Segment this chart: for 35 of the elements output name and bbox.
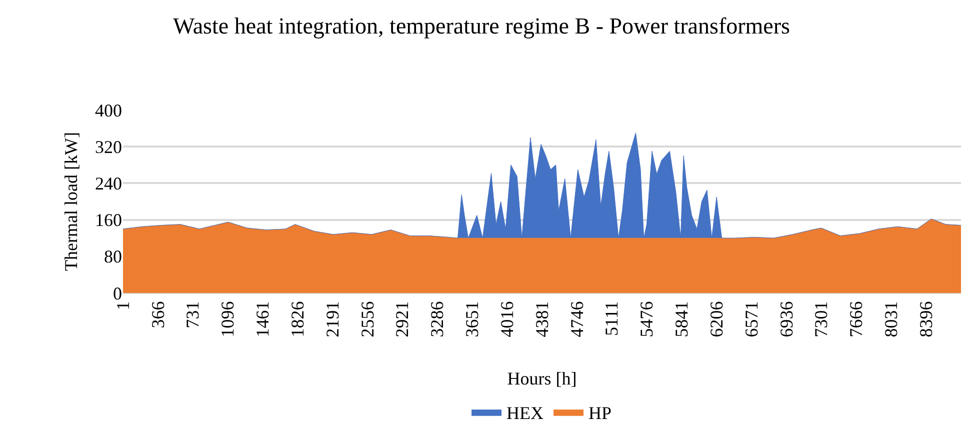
x-tick-label: 5476 [636,301,657,338]
legend-label: HEX [506,402,544,423]
x-tick-label: 2921 [392,301,412,338]
y-tick-label: 400 [95,100,122,120]
legend-label: HP [588,402,612,423]
x-tick-label: 731 [182,301,203,328]
x-tick-label: 1826 [287,301,308,338]
x-tick-label: 3651 [462,301,482,338]
x-tick-label: 8396 [916,301,936,338]
y-axis-title: Thermal load [kW] [61,132,81,271]
x-tick-label: 6936 [776,301,796,338]
x-tick-label: 6206 [706,301,726,338]
chart-title: Waste heat integration, temperature regime B - Power transformers [172,13,790,38]
x-tick-label: 4016 [496,301,517,338]
x-axis-title: Hours [h] [507,368,577,388]
x-tick-label: 2191 [322,301,342,338]
x-tick-label: 8031 [881,301,902,338]
x-tick-label: 6571 [741,301,762,338]
y-tick-label: 80 [104,246,122,267]
x-tick-label: 1 [112,301,133,310]
x-tick-label: 1461 [252,301,273,338]
x-tick-label: 1096 [218,301,238,338]
x-tick-label: 5111 [602,301,622,336]
x-tick-label: 4381 [532,301,552,338]
x-tick-label: 3286 [427,301,448,338]
x-tick-label: 5841 [672,301,692,338]
x-tick-label: 4746 [566,301,587,338]
x-tick-label: 366 [148,301,168,328]
x-tick-label: 2556 [357,301,378,338]
y-tick-label: 160 [95,210,122,230]
y-tick-label: 320 [95,136,122,157]
y-tick-label: 240 [95,174,122,194]
x-tick-label: 7301 [811,301,832,338]
y-tick-label: 0 [113,283,122,304]
x-tick-label: 7666 [846,301,866,338]
